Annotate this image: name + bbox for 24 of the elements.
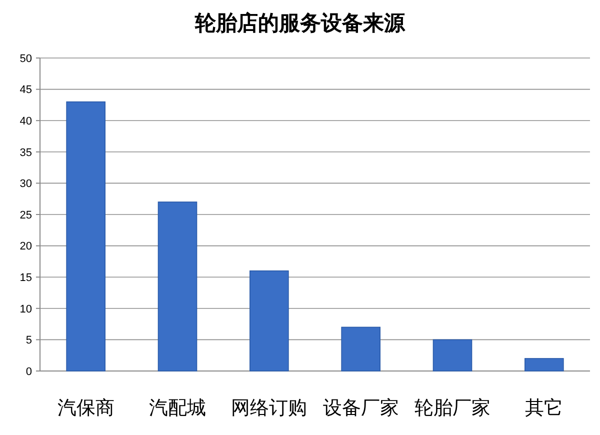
y-tick-label: 35 — [20, 146, 32, 159]
bar — [250, 270, 289, 372]
bar — [158, 202, 198, 372]
bar — [524, 358, 564, 372]
bar — [66, 101, 106, 372]
y-tick-label: 5 — [26, 334, 32, 347]
y-tick-label: 50 — [20, 52, 32, 65]
y-tick-label: 10 — [20, 303, 32, 316]
y-tick-label: 40 — [20, 115, 32, 128]
x-tick-label: 网络订购 — [231, 397, 308, 419]
bar — [432, 339, 472, 372]
x-tick-label: 其它 — [525, 397, 564, 419]
y-tick-label: 25 — [20, 209, 32, 222]
x-tick-label: 汽配城 — [149, 397, 206, 419]
y-tick-label: 30 — [20, 178, 32, 190]
y-tick-label: 20 — [20, 240, 32, 253]
x-tick-label: 汽保商 — [57, 397, 114, 419]
y-tick-label: 0 — [26, 366, 32, 378]
y-tick-label: 15 — [20, 272, 32, 284]
x-tick-label: 轮胎厂家 — [414, 397, 490, 419]
bar — [341, 326, 380, 372]
chart-title: 轮胎店的服务设备来源 — [194, 11, 406, 35]
y-tick-label: 45 — [20, 84, 32, 96]
x-tick-label: 设备厂家 — [322, 397, 399, 419]
